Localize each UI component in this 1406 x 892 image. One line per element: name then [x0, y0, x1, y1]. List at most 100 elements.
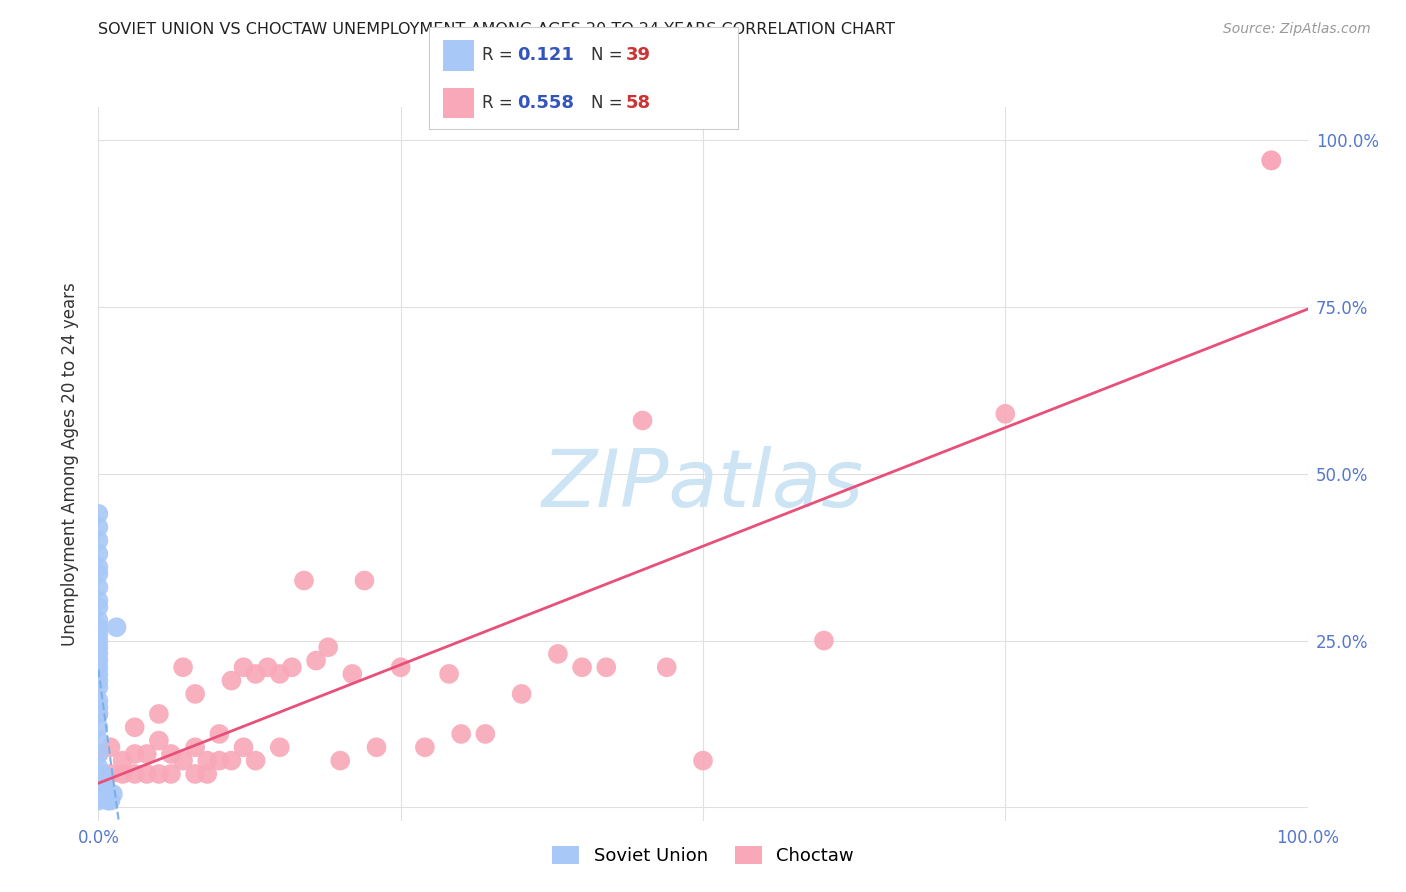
Text: N =: N = [591, 94, 627, 112]
Point [305, 654, 328, 668]
Point [1260, 153, 1282, 168]
Point [124, 720, 146, 734]
Point [111, 767, 134, 781]
Point [87, 654, 110, 668]
Point [1260, 153, 1282, 168]
Point [245, 754, 267, 768]
Point [96, 787, 118, 801]
Point [148, 733, 170, 747]
Point [105, 620, 128, 634]
Point [100, 767, 122, 781]
Point [195, 767, 218, 781]
Point [91, 787, 114, 801]
Point [316, 640, 339, 655]
Point [510, 687, 533, 701]
Point [292, 574, 315, 588]
Point [184, 767, 207, 781]
Point [87, 533, 110, 548]
Point [87, 520, 110, 534]
Point [208, 754, 231, 768]
Point [87, 667, 110, 681]
Point [413, 740, 436, 755]
Point [269, 740, 291, 755]
Text: 58: 58 [626, 94, 651, 112]
Point [245, 667, 267, 681]
Point [87, 507, 110, 521]
Point [692, 754, 714, 768]
Point [87, 633, 110, 648]
Point [184, 740, 207, 755]
Point [87, 647, 110, 661]
Point [87, 760, 110, 774]
Point [124, 747, 146, 761]
Text: 0.558: 0.558 [517, 94, 575, 112]
Text: ZIPatlas: ZIPatlas [541, 446, 865, 524]
Text: R =: R = [482, 94, 519, 112]
Point [91, 780, 114, 795]
Point [232, 660, 254, 674]
Point [208, 727, 231, 741]
Point [353, 574, 375, 588]
Point [269, 667, 291, 681]
Point [87, 693, 110, 707]
Point [172, 754, 194, 768]
Text: N =: N = [591, 46, 627, 64]
Point [87, 747, 110, 761]
Point [87, 680, 110, 694]
Point [91, 767, 114, 781]
Point [100, 794, 122, 808]
Point [87, 580, 110, 594]
Point [813, 633, 835, 648]
Y-axis label: Unemployment Among Ages 20 to 24 years: Unemployment Among Ages 20 to 24 years [60, 282, 79, 646]
Point [87, 593, 110, 607]
Point [111, 754, 134, 768]
Point [221, 673, 243, 688]
Point [87, 700, 110, 714]
Legend: Soviet Union, Choctaw: Soviet Union, Choctaw [546, 838, 860, 872]
Point [437, 667, 460, 681]
Point [148, 706, 170, 721]
Point [87, 600, 110, 615]
Point [87, 566, 110, 581]
Point [148, 767, 170, 781]
Point [87, 660, 110, 674]
Point [87, 773, 110, 788]
Point [160, 747, 183, 761]
Point [232, 740, 254, 755]
Point [366, 740, 388, 755]
Point [124, 767, 146, 781]
Point [87, 747, 110, 761]
Text: Source: ZipAtlas.com: Source: ZipAtlas.com [1223, 22, 1371, 37]
Point [281, 660, 304, 674]
Point [87, 614, 110, 628]
Text: 39: 39 [626, 46, 651, 64]
Point [87, 720, 110, 734]
Point [100, 740, 122, 755]
Point [631, 413, 654, 427]
Point [87, 640, 110, 655]
Point [87, 627, 110, 641]
Point [329, 754, 352, 768]
Point [342, 667, 364, 681]
Point [135, 747, 157, 761]
Point [595, 660, 617, 674]
Point [450, 727, 472, 741]
Point [87, 787, 110, 801]
Point [87, 706, 110, 721]
Point [160, 767, 183, 781]
Point [87, 620, 110, 634]
Text: SOVIET UNION VS CHOCTAW UNEMPLOYMENT AMONG AGES 20 TO 24 YEARS CORRELATION CHART: SOVIET UNION VS CHOCTAW UNEMPLOYMENT AMO… [98, 22, 896, 37]
Point [101, 787, 124, 801]
Point [994, 407, 1017, 421]
Point [221, 754, 243, 768]
Point [93, 780, 115, 795]
Point [87, 794, 110, 808]
Point [87, 733, 110, 747]
Point [97, 794, 120, 808]
Point [655, 660, 678, 674]
Point [571, 660, 593, 674]
Point [547, 647, 569, 661]
Point [474, 727, 496, 741]
Text: 0.121: 0.121 [517, 46, 574, 64]
Point [87, 706, 110, 721]
